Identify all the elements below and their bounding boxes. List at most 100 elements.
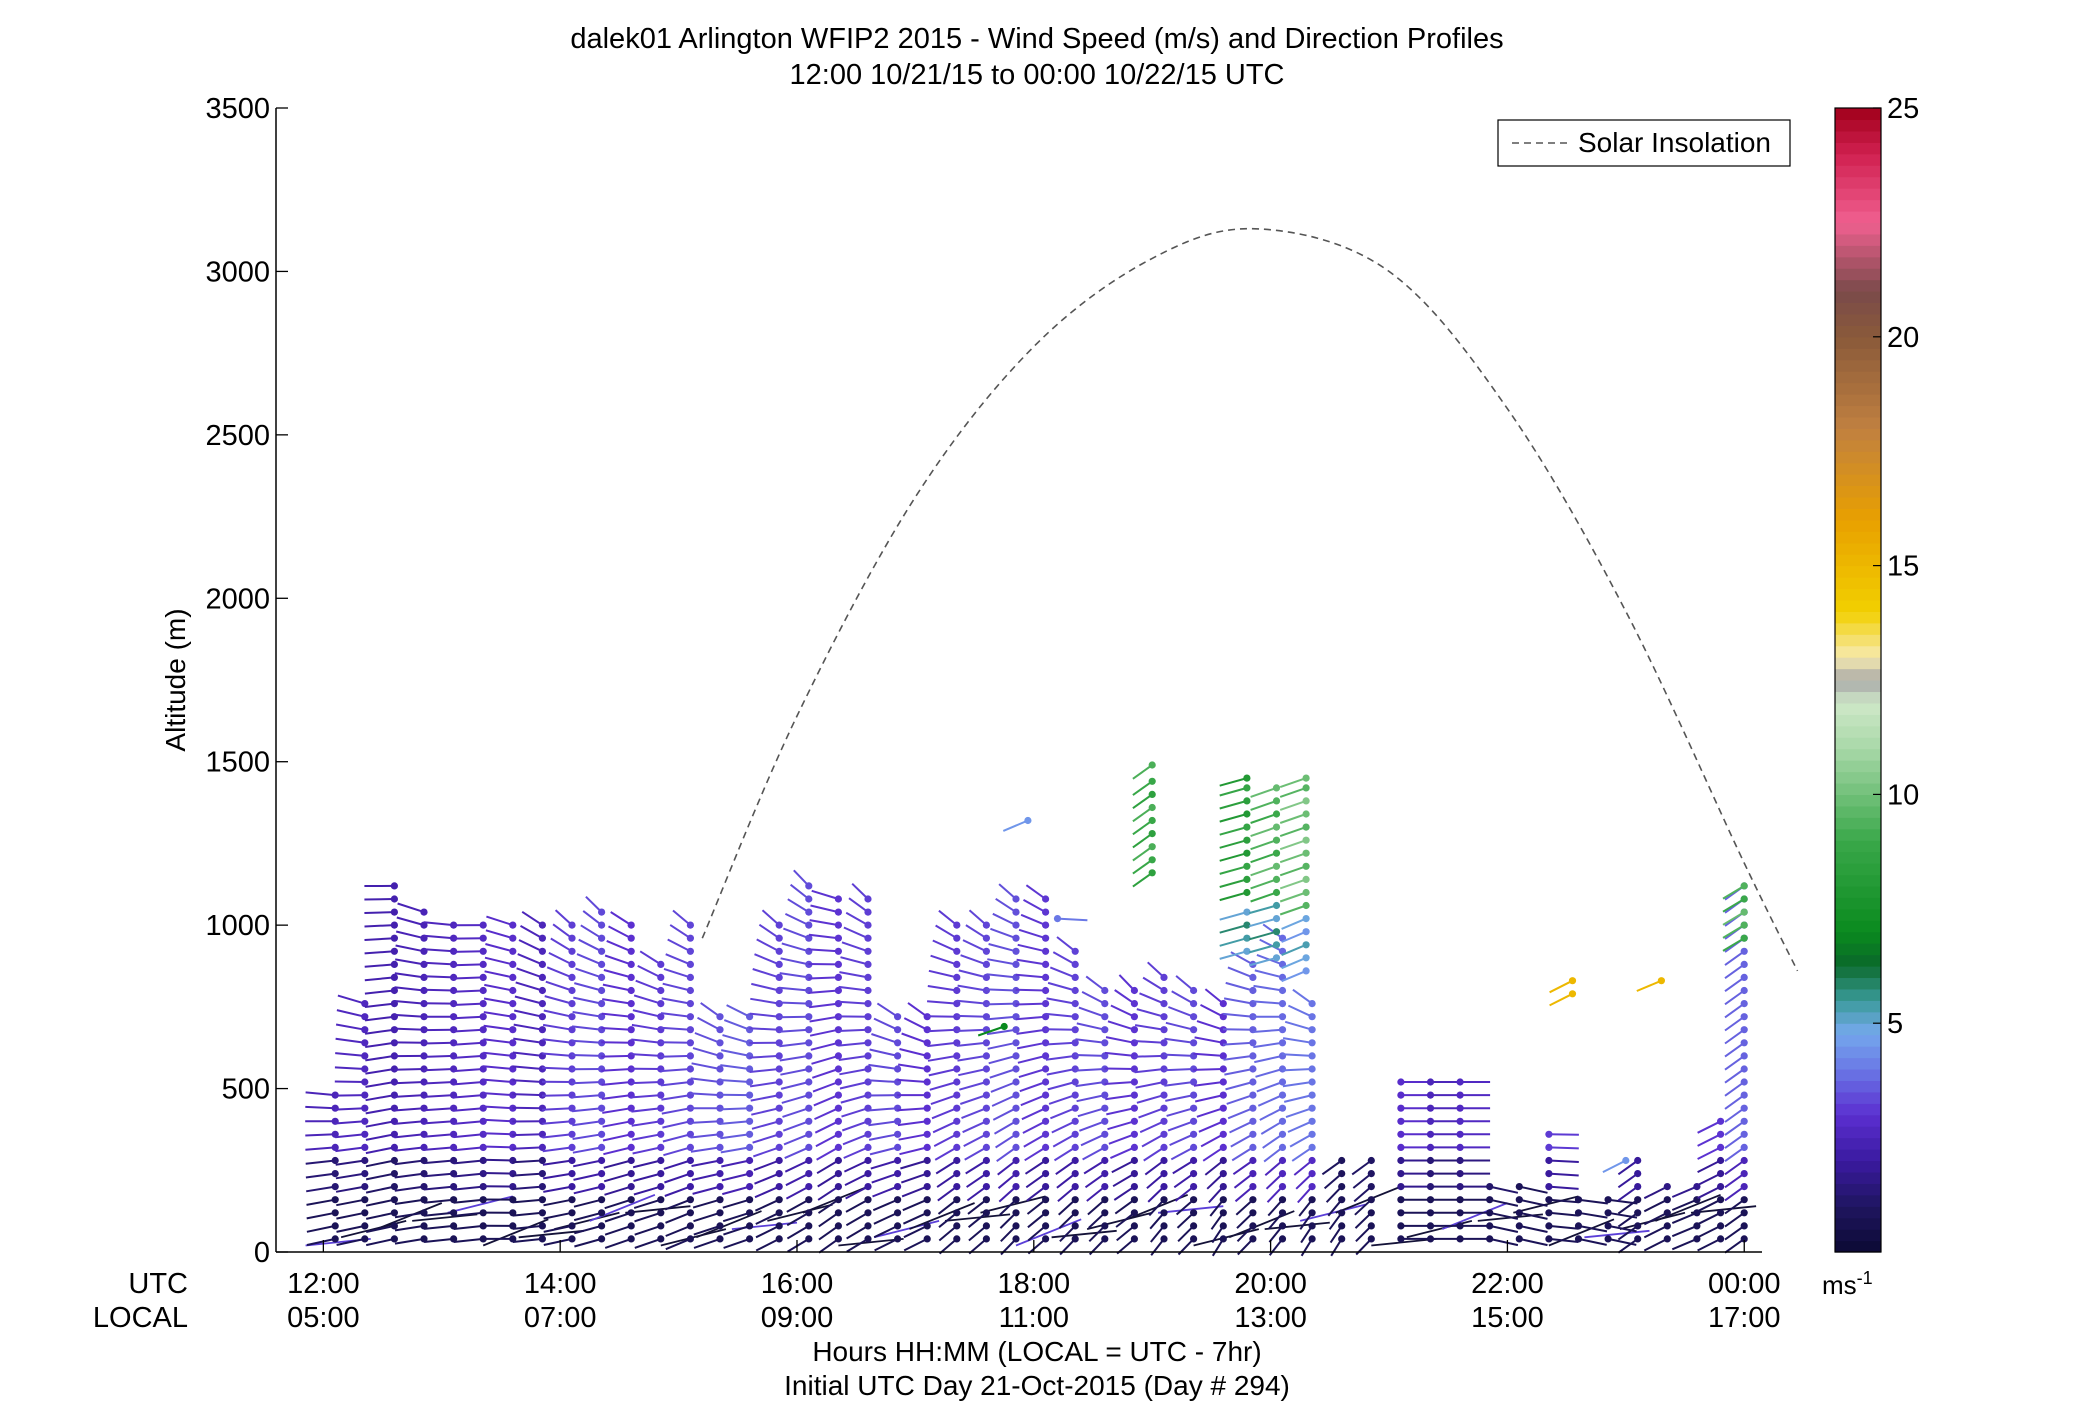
barb-dot (361, 1065, 369, 1073)
barb-shaft (1084, 1172, 1106, 1189)
barb-dot (1308, 1000, 1316, 1008)
wind-barb (574, 982, 606, 995)
barb-shaft (818, 1238, 839, 1254)
barb-shaft (691, 1159, 721, 1167)
barb-dot (775, 973, 783, 982)
barb-shaft (453, 1133, 484, 1139)
barb-dot (864, 908, 872, 916)
wind-barb (838, 1000, 872, 1008)
barb-shaft (1177, 1225, 1195, 1243)
barb-dot (834, 1183, 843, 1191)
barb-shaft (453, 989, 484, 993)
barb-dot (834, 1026, 843, 1034)
barb-shaft (1104, 1081, 1135, 1085)
wind-barb (512, 1183, 547, 1191)
wind-barb (816, 1156, 843, 1175)
barb-dot (1249, 1117, 1257, 1125)
wind-barb-upper (1249, 954, 1281, 967)
barb-dot (1042, 986, 1050, 995)
barb-dot (746, 1222, 754, 1230)
barb-dot (1219, 1052, 1227, 1060)
barb-dot (1148, 761, 1156, 769)
barb-shaft (1549, 992, 1573, 1007)
barb-dot (568, 934, 576, 942)
barb-shaft (423, 1211, 454, 1217)
wind-barb (1052, 1130, 1079, 1148)
barb-dot (716, 1143, 724, 1151)
barb-dot (1071, 1013, 1079, 1021)
barb-dot (361, 1091, 369, 1099)
wind-barb (482, 1091, 517, 1099)
wind-barb (365, 1130, 398, 1141)
barb-dot (598, 1013, 606, 1021)
barb-dot (1456, 1196, 1464, 1204)
barb-shaft (394, 1094, 425, 1098)
barb-shaft (1146, 1172, 1165, 1190)
barb-shaft (306, 1211, 336, 1220)
barb-shaft (1075, 1038, 1105, 1044)
barb-shaft (364, 989, 395, 995)
barb-dot (1000, 1022, 1008, 1031)
barb-shaft (1027, 1212, 1047, 1229)
wind-barb (926, 1026, 961, 1034)
wind-barb (844, 1170, 872, 1186)
barb-shaft (365, 1211, 395, 1220)
barb-dot (1278, 986, 1287, 995)
barb-dot (1101, 1091, 1109, 1099)
wind-barb (1086, 1183, 1109, 1202)
wind-barb (1282, 1065, 1316, 1073)
barb-dot (775, 1156, 783, 1165)
barb-dot (686, 1170, 695, 1178)
wind-barb-upper (1219, 921, 1251, 934)
barb-dot (1302, 888, 1310, 897)
barb-shaft (694, 1032, 721, 1044)
wind-barb (660, 1012, 695, 1021)
barb-shaft (723, 1224, 750, 1236)
barb-shaft (578, 938, 603, 953)
barb-shaft (542, 1133, 573, 1139)
barb-dot (805, 1183, 813, 1191)
wind-barb (1426, 1104, 1461, 1112)
wind-barb (334, 1065, 369, 1073)
barb-shaft (601, 1054, 632, 1058)
wind-barb (364, 947, 398, 955)
wind-barb (423, 1052, 458, 1060)
barb-dot (538, 1000, 547, 1008)
barb-shaft (630, 1053, 661, 1057)
barb-shaft (1262, 923, 1284, 940)
barb-dot (1130, 1000, 1138, 1008)
barb-dot (923, 1209, 931, 1217)
wind-barb-isolated (1002, 816, 1032, 832)
barb-dot (1101, 1013, 1109, 1021)
barb-shaft (1105, 1036, 1135, 1044)
barb-shaft (1671, 1185, 1698, 1198)
barb-dot (1302, 849, 1310, 857)
barb-shaft (394, 972, 425, 979)
barb-shaft (903, 1238, 928, 1252)
barb-shaft (966, 1172, 987, 1188)
wind-barb (1255, 1065, 1287, 1078)
barb-shaft (899, 1146, 928, 1156)
barb-dot (1634, 1170, 1642, 1178)
wind-barb (1236, 1222, 1257, 1243)
barb-dot (509, 1013, 517, 1021)
barb-dot (1243, 934, 1251, 942)
surface-flow-line (482, 1218, 549, 1247)
wind-barb (750, 997, 783, 1008)
barb-dot (864, 1235, 872, 1243)
wind-barb (574, 1235, 606, 1248)
wind-barb (898, 1063, 931, 1073)
colorbar-segment (1835, 966, 1881, 979)
wind-barb (1016, 1026, 1050, 1035)
barb-shaft (1323, 1172, 1343, 1190)
barb-shaft (394, 1146, 425, 1152)
wind-barb (335, 1183, 369, 1193)
wind-barb (512, 1117, 547, 1125)
barb-dot (1634, 1183, 1642, 1191)
wind-barb-upper (1281, 967, 1310, 983)
barb-dot (834, 934, 843, 942)
surface-flow-line (1264, 1221, 1330, 1230)
wind-barb (1617, 1170, 1642, 1189)
barb-dot (1243, 875, 1251, 884)
